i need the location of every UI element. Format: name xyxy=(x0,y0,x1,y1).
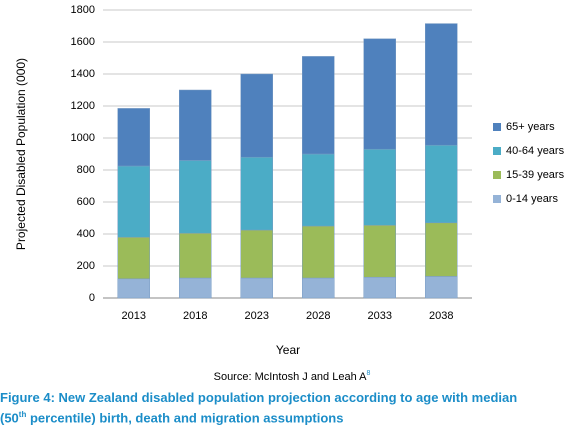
caption-text: (50 xyxy=(0,410,19,426)
source: Source: McIntosh J and Leah A8 xyxy=(214,370,371,383)
y-tick-label: 400 xyxy=(77,228,95,240)
y-tick-label: 0 xyxy=(89,292,95,304)
bar-segment xyxy=(425,144,458,224)
x-tick-label: 2023 xyxy=(245,310,269,322)
source-ref: 8 xyxy=(366,370,370,377)
bar-segment xyxy=(363,38,396,150)
caption-text: percentile) birth, death and migration a… xyxy=(26,410,344,426)
x-tick-label: 2028 xyxy=(306,310,330,322)
bar-segment xyxy=(240,156,273,231)
caption-sup: th xyxy=(18,410,27,419)
bar-segment xyxy=(117,165,150,238)
bar-segment xyxy=(179,232,212,279)
bar-segment xyxy=(302,56,335,155)
x-tick-label: 2013 xyxy=(122,310,146,322)
bar-segment xyxy=(240,73,273,158)
x-tick-label: 2038 xyxy=(429,310,453,322)
source-text: Source: McIntosh J and Leah A xyxy=(214,371,368,383)
bar-segment xyxy=(179,277,212,299)
x-axis-label: Year xyxy=(276,343,300,357)
legend-swatch xyxy=(493,123,501,131)
legend-label: 40-64 years xyxy=(506,145,565,157)
legend-label: 0-14 years xyxy=(506,193,558,205)
bar-segment xyxy=(117,278,150,299)
y-tick-label: 800 xyxy=(77,164,95,176)
y-tick-label: 200 xyxy=(77,260,95,272)
legend-label: 65+ years xyxy=(506,121,555,133)
legend-swatch xyxy=(493,195,501,203)
bar-segment xyxy=(117,236,150,280)
caption-line: Figure 4: New Zealand disabled populatio… xyxy=(0,390,518,405)
y-axis-label: Projected Disabled Population (000) xyxy=(14,58,28,250)
bar-segment xyxy=(425,222,458,277)
y-tick-label: 1200 xyxy=(71,100,95,112)
bar-segment xyxy=(302,225,335,279)
y-tick-label: 1000 xyxy=(71,132,95,144)
x-tick-label: 2033 xyxy=(368,310,392,322)
y-tick-label: 1800 xyxy=(71,4,95,16)
legend-swatch xyxy=(493,147,501,155)
bar-segment xyxy=(240,229,273,279)
bar-segment xyxy=(363,148,396,226)
bar-segment xyxy=(179,89,212,161)
y-tick-label: 1600 xyxy=(71,36,95,48)
bar-segment xyxy=(302,153,335,227)
legend-label: 15-39 years xyxy=(506,169,565,181)
caption: Figure 4: New Zealand disabled populatio… xyxy=(0,389,581,426)
bar-segment xyxy=(425,276,458,299)
chart: Projected Disabled Population (000) Year… xyxy=(14,4,565,383)
bar-segment xyxy=(363,224,396,278)
bar-segment xyxy=(240,277,273,299)
bar-segment xyxy=(302,277,335,299)
x-tick-label: 2018 xyxy=(183,310,207,322)
caption-line: (50th percentile) birth, death and migra… xyxy=(0,406,581,426)
bar-segment xyxy=(363,276,396,299)
bar-segment xyxy=(179,160,212,234)
y-tick-label: 600 xyxy=(77,196,95,208)
legend-swatch xyxy=(493,171,501,179)
bar-segment xyxy=(425,23,458,146)
bar-segment xyxy=(117,108,150,167)
y-tick-label: 1400 xyxy=(71,68,95,80)
